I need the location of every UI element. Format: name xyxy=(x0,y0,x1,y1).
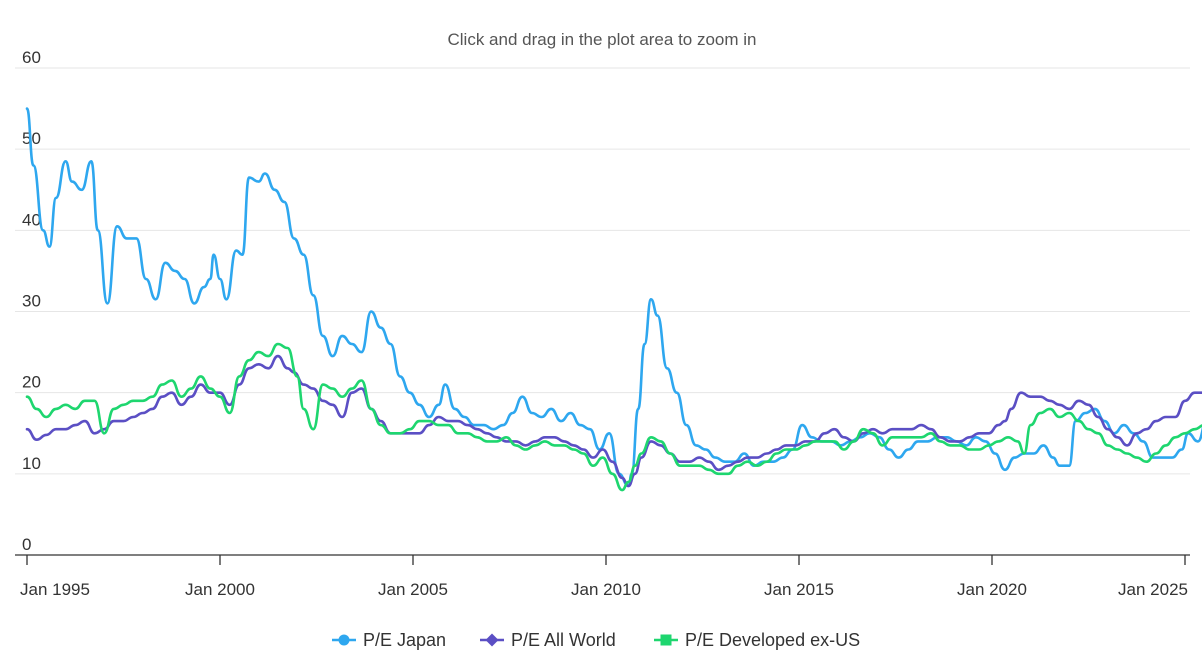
x-tick-label: Jan 2020 xyxy=(957,580,1027,599)
y-tick-label: 0 xyxy=(22,535,31,554)
y-tick-label: 10 xyxy=(22,454,41,473)
series-line-p-e-all-world[interactable] xyxy=(25,354,1202,488)
series-line-p-e-japan[interactable] xyxy=(25,107,1202,488)
x-tick-label: Jan 1995 xyxy=(20,580,90,599)
chart-subtitle: Click and drag in the plot area to zoom … xyxy=(447,30,756,49)
legend-label: P/E Japan xyxy=(363,630,446,650)
x-tick-label: Jan 2005 xyxy=(378,580,448,599)
x-tick-label: Jan 2015 xyxy=(764,580,834,599)
legend-diamond-marker xyxy=(485,633,499,647)
legend-item-p-e-all-world[interactable]: P/E All World xyxy=(480,630,616,650)
legend-label: P/E All World xyxy=(511,630,616,650)
y-tick-label: 60 xyxy=(22,48,41,67)
y-tick-label: 30 xyxy=(22,292,41,311)
plot-area[interactable] xyxy=(25,107,1202,492)
legend-item-p-e-developed-ex-us[interactable]: P/E Developed ex-US xyxy=(654,630,860,650)
x-tick-label: Jan 2010 xyxy=(571,580,641,599)
series-line-p-e-developed-ex-us[interactable] xyxy=(25,342,1202,492)
legend: P/E Japan P/E All World P/E Developed ex-U… xyxy=(332,630,860,650)
legend-label: P/E Developed ex-US xyxy=(685,630,860,650)
legend-square-marker xyxy=(660,634,672,646)
y-gridlines xyxy=(15,67,1190,475)
legend-item-p-e-japan[interactable]: P/E Japan xyxy=(332,630,446,650)
x-tick-label: Jan 2025 xyxy=(1118,580,1188,599)
x-axis: Jan 1995 Jan 2000 Jan 2005 Jan 2010 Jan 2015… xyxy=(20,555,1188,599)
x-tick-label: Jan 2000 xyxy=(185,580,255,599)
legend-circle-marker xyxy=(338,634,350,646)
y-tick-label: 40 xyxy=(22,210,41,229)
y-tick-label: 20 xyxy=(22,373,41,392)
